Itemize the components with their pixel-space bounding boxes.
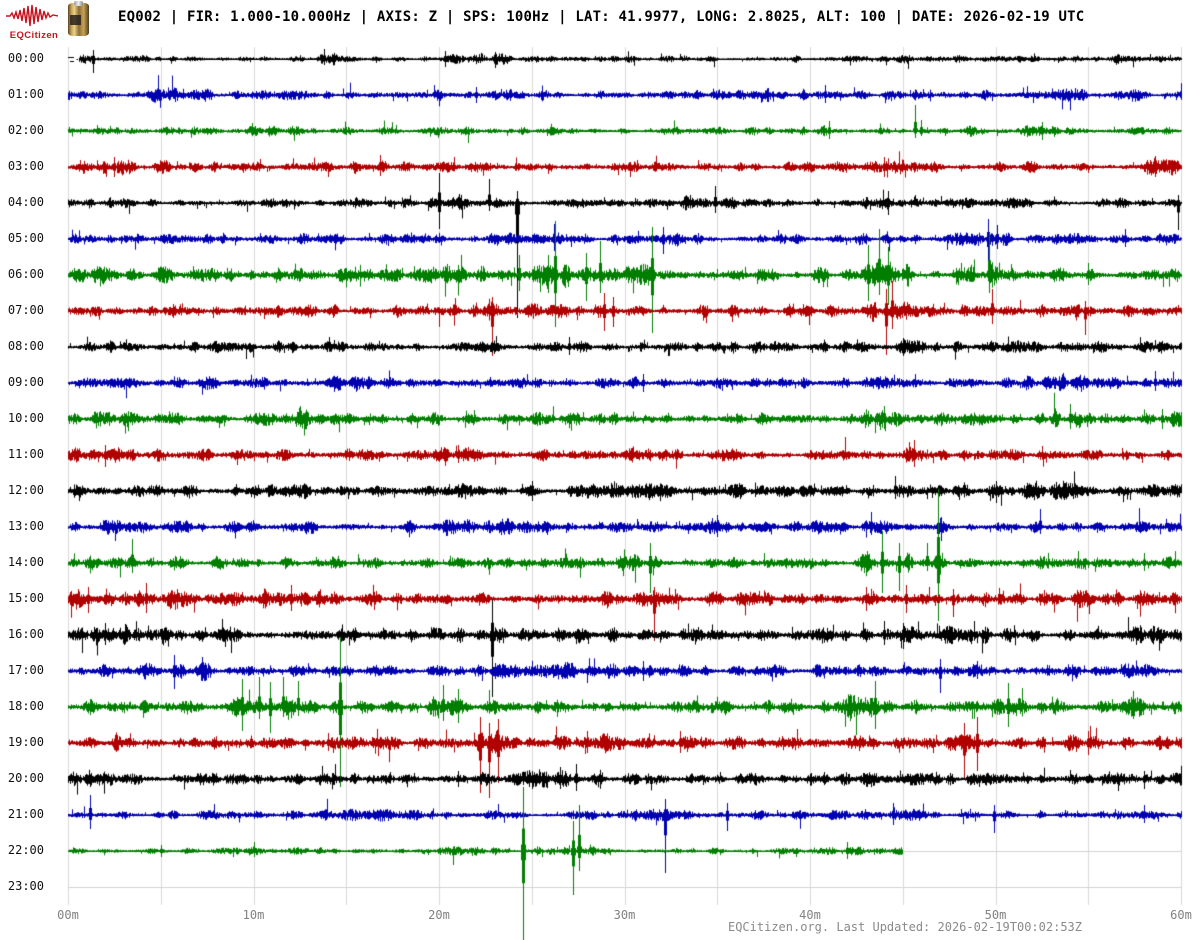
y-axis-label: 20:00 — [7, 771, 44, 785]
x-axis-label: 60m — [1170, 908, 1192, 922]
y-axis-label: 04:00 — [7, 195, 44, 209]
y-axis-label: 12:00 — [7, 483, 44, 497]
y-axis-label: 09:00 — [7, 375, 44, 389]
x-axis-label: 00m — [57, 908, 79, 922]
y-axis-label: 06:00 — [7, 267, 44, 281]
seismometer-label — [70, 15, 81, 25]
x-axis-label: 50m — [984, 908, 1007, 922]
y-axis-label: 18:00 — [7, 699, 44, 713]
y-axis-label: 22:00 — [7, 843, 44, 857]
x-axis-label: 30m — [613, 908, 636, 922]
y-axis-label: 08:00 — [7, 339, 44, 353]
y-axis-label: 23:00 — [7, 879, 44, 893]
seismometer-image — [68, 1, 89, 36]
y-axis-label: 13:00 — [7, 519, 44, 533]
y-axis-label: 14:00 — [7, 555, 44, 569]
y-axis-label: 05:00 — [7, 231, 44, 245]
logo: EQCitizen — [6, 3, 62, 43]
logo-waveform-icon — [6, 4, 58, 27]
y-axis-label: 07:00 — [7, 303, 44, 317]
y-axis-label: 00:00 — [7, 51, 44, 65]
y-axis-label: 10:00 — [7, 411, 44, 425]
x-axis-label: 20m — [428, 908, 450, 922]
y-axis-label: 02:00 — [7, 123, 44, 137]
station-title: EQ002 | FIR: 1.000-10.000Hz | AXIS: Z | … — [118, 9, 1085, 25]
logo-text: EQCitizen — [9, 30, 59, 41]
y-axis-label: 16:00 — [7, 627, 44, 641]
y-axis-label: 01:00 — [7, 87, 44, 101]
y-axis-label: 03:00 — [7, 159, 44, 173]
y-axis-label: 15:00 — [7, 591, 44, 605]
y-axis-label: 11:00 — [7, 447, 44, 461]
footer-text: EQCitizen.org. Last Updated: 2026-02-19T… — [727, 920, 1082, 934]
x-axis-label: 10m — [242, 908, 265, 922]
x-axis-label: 40m — [799, 908, 821, 922]
y-axis-label: 19:00 — [7, 735, 44, 749]
seismometer-cap — [74, 1, 83, 6]
y-axis-label: 21:00 — [7, 807, 44, 821]
y-axis-label: 17:00 — [7, 663, 44, 677]
header: EQCitizen EQ002 | FIR: 1.000-10.000Hz | … — [0, 0, 1200, 46]
